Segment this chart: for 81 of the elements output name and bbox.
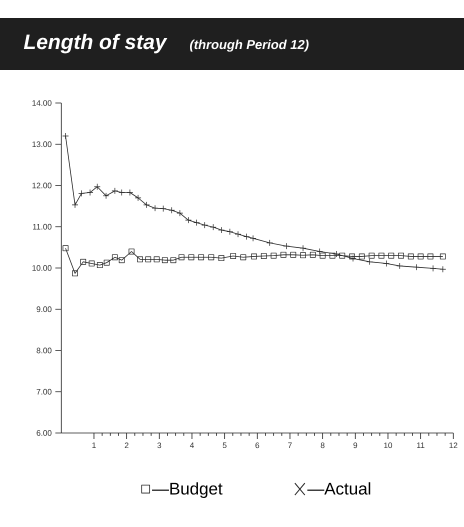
point [300,252,306,258]
point [226,228,234,236]
chart-subtitle: (through Period 12) [190,40,309,52]
point [193,219,200,226]
point [330,252,336,259]
point [96,262,103,268]
point [86,189,94,196]
point [310,252,316,258]
point [440,266,446,273]
point [162,257,168,264]
point [152,204,158,212]
point [230,253,236,259]
point [378,252,384,259]
point [300,244,306,252]
point [170,257,176,264]
point [126,189,134,196]
point [134,194,142,202]
point [240,254,246,260]
point [290,252,296,258]
point [388,252,394,259]
point [270,252,277,259]
point [201,222,208,228]
point [280,252,286,258]
point [143,202,150,208]
point [428,254,434,260]
point [145,256,152,262]
point [320,252,326,259]
point [137,256,143,262]
legend-label: —Actual [307,482,370,495]
point [316,248,324,255]
point [349,254,355,260]
point [160,205,167,212]
point [234,230,242,238]
point [260,253,267,259]
point [118,257,125,264]
point [168,206,176,214]
point [218,226,225,234]
point [408,254,414,260]
point [94,183,101,190]
point [102,192,110,200]
point [112,254,118,260]
point [62,245,68,252]
point [366,258,374,266]
point [104,260,110,266]
point [413,264,420,271]
point [188,254,194,260]
point [118,189,126,196]
point [78,190,85,197]
point [430,265,436,272]
point [350,255,356,262]
point [266,240,274,246]
point [218,255,224,262]
point [128,248,134,254]
point [418,254,424,260]
point [358,254,365,260]
point [383,260,390,267]
point [178,254,184,260]
point [72,270,78,276]
point [333,250,340,258]
point [440,254,446,260]
point [88,260,95,266]
point [62,132,69,140]
point [368,252,375,259]
point [283,242,290,250]
legend-label: —Budget [152,482,223,498]
point [80,258,86,265]
point [72,202,78,208]
point [112,188,118,194]
chart-title: Length of stay [24,34,168,54]
point [208,254,214,260]
point [243,233,250,240]
point [185,216,192,224]
point [154,256,160,262]
point [396,262,404,270]
point [210,224,217,231]
point [250,234,256,242]
point [198,254,204,260]
point [398,252,404,259]
point [339,252,346,259]
point [251,254,257,260]
point [176,210,184,216]
